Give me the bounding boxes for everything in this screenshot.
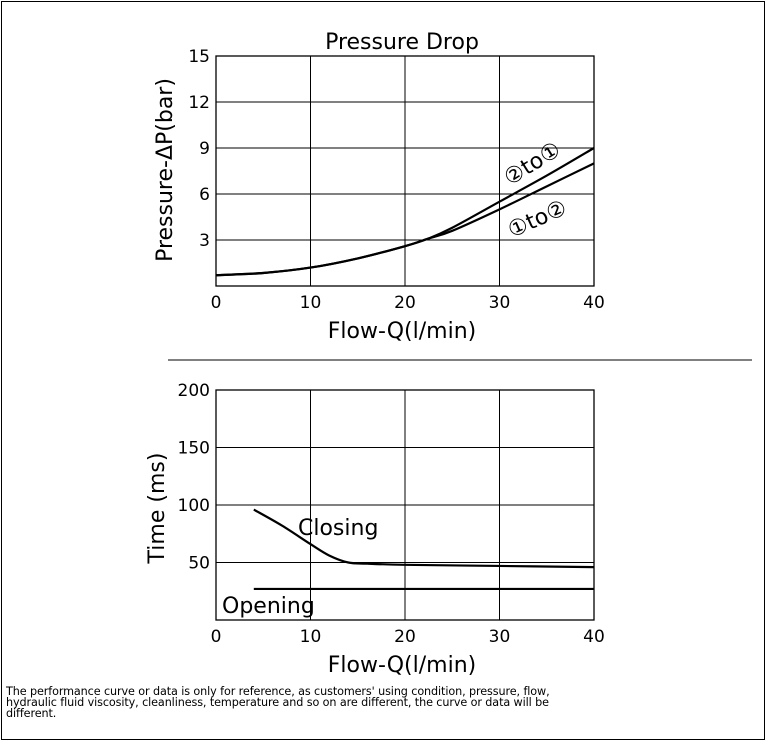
chart2-x-tick-20: 20 xyxy=(394,627,416,647)
chart1-x-axis-label: Flow-Q(l/min) xyxy=(328,319,476,344)
chart2-y-tick-150: 150 xyxy=(178,439,210,459)
chart2-x-tick-0: 0 xyxy=(211,627,222,647)
disclaimer-line-2: hydraulic fluid viscosity, cleanliness, … xyxy=(6,696,549,709)
chart2-y-axis-label: Time (ms) xyxy=(145,453,170,565)
chart2-x-tick-30: 30 xyxy=(489,627,511,647)
chart1-title: Pressure Drop xyxy=(325,30,479,55)
chart1-series xyxy=(215,147,595,277)
chart2-ticks: 0 10 20 30 40 50 100 150 200 xyxy=(178,381,605,647)
chart1-y-tick-9: 9 xyxy=(199,139,210,159)
chart1-y-tick-3: 3 xyxy=(199,231,210,251)
chart1-grid xyxy=(215,55,595,287)
chart2-series-label-closing: Closing xyxy=(298,516,378,541)
chart1-x-tick-40: 40 xyxy=(583,293,605,313)
chart1-y-axis-label: Pressure-ΔP(bar) xyxy=(153,78,178,262)
chart1-y-tick-6: 6 xyxy=(199,185,210,205)
chart1-y-tick-12: 12 xyxy=(188,93,210,113)
chart1-ticks: 0 10 20 30 40 3 6 9 12 15 xyxy=(188,47,604,313)
disclaimer-line-3: different. xyxy=(6,707,57,720)
chart2-x-tick-40: 40 xyxy=(583,627,605,647)
chart1-x-tick-0: 0 xyxy=(211,293,222,313)
chart2-x-axis-label: Flow-Q(l/min) xyxy=(328,653,476,678)
chart1-y-tick-15: 15 xyxy=(188,47,210,67)
chart2-x-tick-10: 10 xyxy=(300,627,322,647)
chart2-y-tick-200: 200 xyxy=(178,381,210,401)
disclaimer-note: The performance curve or data is only fo… xyxy=(6,686,764,719)
chart1-x-tick-20: 20 xyxy=(394,293,416,313)
chart1-series-line-2-to xyxy=(215,162,595,277)
chart2-grid xyxy=(215,389,595,621)
pressure-drop-chart: Pressure Drop 0 10 20 30 40 3 6 9 12 15 Flow-Q(l/… xyxy=(153,30,605,344)
chart1-x-tick-30: 30 xyxy=(489,293,511,313)
chart1-x-tick-10: 10 xyxy=(300,293,322,313)
chart2-y-tick-50: 50 xyxy=(188,554,210,574)
disclaimer-line-1: The performance curve or data is only fo… xyxy=(6,685,550,698)
chart2-series-line-1-closing xyxy=(253,508,595,569)
chart2-series-label-opening: Opening xyxy=(222,594,315,619)
chart2-series xyxy=(253,508,595,591)
response-time-chart: 0 10 20 30 40 50 100 150 200 Flow-Q(l/min) Time … xyxy=(145,381,605,678)
chart2-y-tick-100: 100 xyxy=(178,496,210,516)
